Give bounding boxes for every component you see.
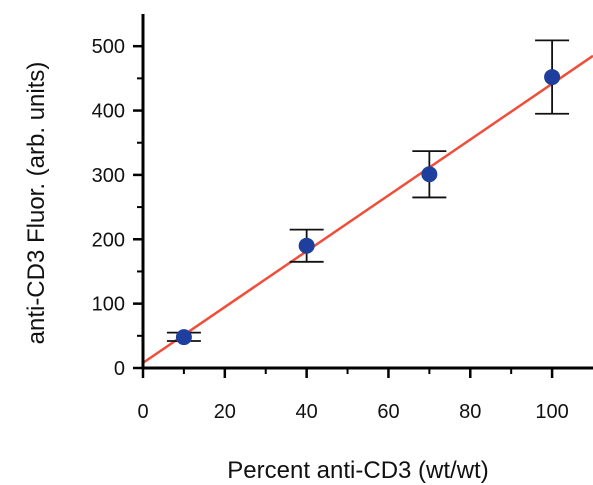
y-tick-label: 200 xyxy=(92,229,125,251)
point-layer xyxy=(175,69,561,346)
y-tick-label: 0 xyxy=(114,358,125,380)
data-point xyxy=(298,237,315,254)
y-tick-label: 100 xyxy=(92,294,125,316)
x-tick-label: 0 xyxy=(137,401,148,423)
x-tick-label: 40 xyxy=(296,401,318,423)
y-tick-label: 500 xyxy=(92,36,125,58)
fit-line xyxy=(142,54,593,364)
x-tick-label: 60 xyxy=(377,401,399,423)
y-tick-label: 400 xyxy=(92,101,125,123)
data-point xyxy=(421,166,438,183)
y-tick-label: 300 xyxy=(92,165,125,187)
error-layer xyxy=(166,39,570,342)
fit-layer xyxy=(142,54,593,364)
x-tick-label: 80 xyxy=(459,401,481,423)
x-axis-title: Percent anti-CD3 (wt/wt) xyxy=(227,457,488,484)
axes xyxy=(141,14,593,370)
x-tick-label: 20 xyxy=(214,401,236,423)
x-tick-label: 100 xyxy=(535,401,568,423)
y-axis-title: anti-CD3 Fluor. (arb. units) xyxy=(23,62,50,345)
data-point xyxy=(544,69,561,86)
data-point xyxy=(175,329,192,346)
tick-layer: 0 100 200 300 400 500 0 20 40 60 80 100 xyxy=(92,36,569,423)
